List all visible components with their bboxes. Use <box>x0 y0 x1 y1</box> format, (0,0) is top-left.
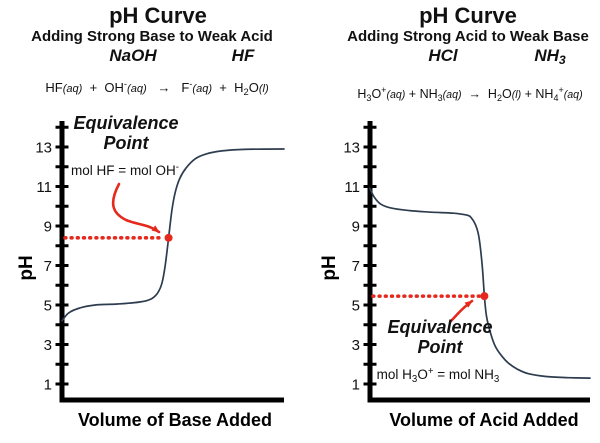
y-axis-tick-label: 11 <box>36 179 52 196</box>
y-axis-tick-label: 9 <box>44 219 52 236</box>
panel-weak-acid-titration: pH Curve Adding Strong Base to Weak Acid… <box>16 3 285 430</box>
y-axis-tick-label: 7 <box>44 258 52 275</box>
y-axis-tick-label: 1 <box>352 377 360 394</box>
x-axis-label: Volume of Base Added <box>77 410 273 430</box>
annotation-arrow <box>449 299 474 323</box>
equivalence-point-label-line2: Point <box>417 337 463 357</box>
mole-equality-label: mol HF = mol OH- <box>71 162 179 178</box>
y-axis-tick-label: 11 <box>344 179 360 196</box>
mole-equality-label: mol H3O+ = mol NH3 <box>376 366 500 385</box>
chart-title: pH Curve <box>109 3 207 28</box>
y-axis-tick-label: 13 <box>35 140 52 157</box>
chart-subtitle: Adding Strong Acid to Weak Base <box>347 28 589 45</box>
reagent-titrant: HCl <box>428 46 458 65</box>
titration-curve <box>369 187 591 379</box>
panel-weak-base-titration: pH Curve Adding Strong Acid to Weak Base… <box>300 0 600 443</box>
equivalence-point-label-line1: Equivalence <box>73 113 179 133</box>
neutralization-equation: H3O+(aq) + NH3(aq) → H2O(l) + NH4+(aq) <box>357 85 583 103</box>
equivalence-point-label-line2: Point <box>103 133 149 153</box>
y-axis-tick-label: 3 <box>44 337 52 354</box>
chart-title: pH Curve <box>419 3 517 28</box>
chart-subtitle: Adding Strong Base to Weak Acid <box>31 28 273 45</box>
y-axis-tick-label: 13 <box>343 140 360 157</box>
equivalence-point-dot <box>164 233 173 242</box>
annotation-arrow <box>111 182 161 234</box>
y-axis-tick-label: 5 <box>352 298 360 315</box>
reagent-titrant: NaOH <box>109 46 157 65</box>
y-axis-tick-label: 7 <box>352 258 360 275</box>
y-axis-tick-label: 9 <box>352 219 360 236</box>
y-axis-label: pH <box>319 255 340 281</box>
titration-curve <box>61 148 285 322</box>
y-axis-tick-label: 3 <box>352 337 360 354</box>
equivalence-point-dot <box>480 292 489 301</box>
x-axis-label: Volume of Acid Added <box>389 410 579 430</box>
y-axis-tick-label: 1 <box>44 377 52 394</box>
y-axis-label: pH <box>16 255 37 281</box>
reagent-analyte: HF <box>231 46 255 65</box>
neutralization-equation: HF(aq) + OH-(aq) → F-(aq) + H2O(l) <box>45 79 269 97</box>
reagent-analyte: NH3 <box>534 46 566 67</box>
equivalence-point-label-line1: Equivalence <box>387 317 493 337</box>
y-axis-tick-label: 5 <box>44 298 52 315</box>
